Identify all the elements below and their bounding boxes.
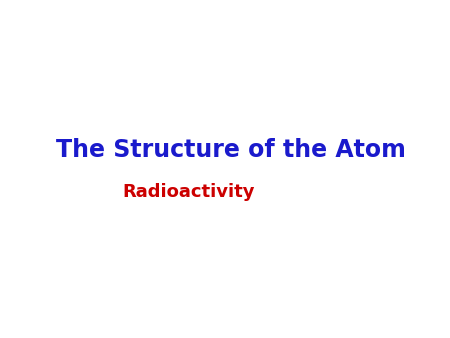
Text: Radioactivity: Radioactivity (122, 183, 255, 200)
Text: The Structure of the Atom: The Structure of the Atom (56, 138, 405, 162)
